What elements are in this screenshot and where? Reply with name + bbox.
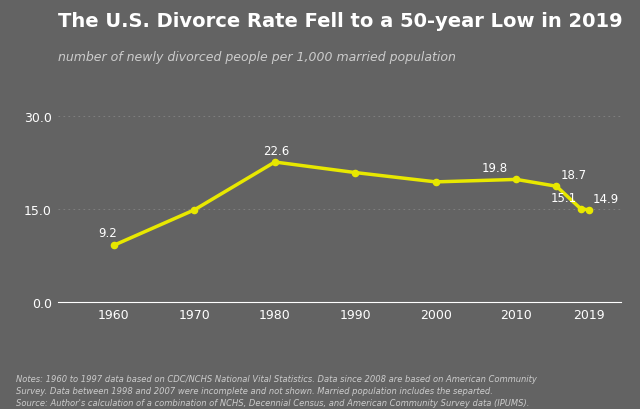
Point xyxy=(511,177,522,183)
Text: Notes: 1960 to 1997 data based on CDC/NCHS National Vital Statistics. Data since: Notes: 1960 to 1997 data based on CDC/NC… xyxy=(16,374,537,407)
Text: 14.9: 14.9 xyxy=(593,192,619,205)
Text: 9.2: 9.2 xyxy=(98,227,116,239)
Text: 15.1: 15.1 xyxy=(550,191,577,204)
Point xyxy=(350,170,360,176)
Text: The U.S. Divorce Rate Fell to a 50-year Low in 2019: The U.S. Divorce Rate Fell to a 50-year … xyxy=(58,12,622,31)
Point xyxy=(431,179,441,186)
Point xyxy=(551,184,561,190)
Point xyxy=(109,243,119,249)
Text: 22.6: 22.6 xyxy=(263,145,289,157)
Text: 19.8: 19.8 xyxy=(482,162,508,175)
Point xyxy=(584,207,594,213)
Point xyxy=(189,207,200,213)
Point xyxy=(575,206,586,212)
Text: 18.7: 18.7 xyxy=(561,169,587,182)
Text: number of newly divorced people per 1,000 married population: number of newly divorced people per 1,00… xyxy=(58,51,456,64)
Point xyxy=(269,160,280,166)
